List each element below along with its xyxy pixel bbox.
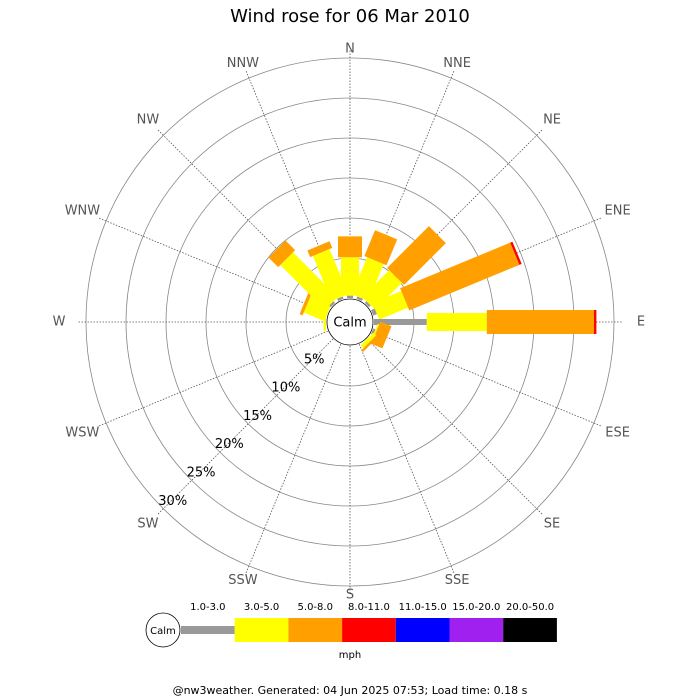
ring-label: 5% bbox=[304, 352, 325, 367]
direction-label: SE bbox=[544, 517, 560, 532]
spoke bbox=[366, 129, 543, 306]
wind-bar bbox=[486, 310, 594, 334]
legend-swatch bbox=[449, 618, 504, 642]
spoke bbox=[245, 344, 342, 574]
wind-bar bbox=[400, 242, 520, 311]
wind-bar bbox=[337, 296, 344, 301]
ring-label: 25% bbox=[187, 465, 216, 480]
calm-label: Calm bbox=[333, 316, 366, 331]
spoke bbox=[372, 330, 602, 427]
spoke bbox=[358, 70, 455, 300]
spoke bbox=[157, 338, 334, 515]
ring-label: 10% bbox=[271, 381, 300, 396]
direction-label: S bbox=[346, 588, 354, 603]
direction-label: W bbox=[53, 315, 66, 330]
calm-circle bbox=[326, 298, 374, 346]
wind-bar bbox=[268, 240, 296, 268]
footer: @nw3weather. Generated: 04 Jun 2025 07:5… bbox=[173, 684, 528, 697]
legend-label: 11.0-15.0 bbox=[399, 602, 447, 613]
legend-label: 15.0-20.0 bbox=[452, 602, 500, 613]
spoke bbox=[366, 338, 543, 515]
direction-label: ESE bbox=[605, 425, 630, 440]
wind-bar bbox=[362, 270, 402, 310]
ring-label: 30% bbox=[158, 494, 187, 509]
direction-label: SSW bbox=[228, 573, 258, 588]
wind-bar bbox=[371, 321, 392, 349]
direction-label: NNW bbox=[227, 56, 259, 71]
legend-label: 5.0-8.0 bbox=[298, 602, 333, 613]
direction-label: SW bbox=[137, 517, 158, 532]
wind-bar bbox=[371, 308, 378, 316]
wind-bar bbox=[364, 301, 371, 308]
wind-bar bbox=[347, 295, 353, 298]
wind-bar bbox=[361, 333, 380, 352]
legend-label: 3.0-5.0 bbox=[244, 602, 279, 613]
legend-swatch bbox=[395, 618, 450, 642]
direction-label: NNE bbox=[443, 56, 471, 71]
direction-label: ENE bbox=[605, 204, 631, 219]
legend-unit: mph bbox=[339, 650, 361, 661]
legend-calm bbox=[145, 612, 181, 648]
wind-bar bbox=[341, 257, 359, 296]
wind-bar bbox=[312, 249, 349, 302]
legend-swatch bbox=[503, 618, 557, 642]
spoke bbox=[157, 129, 334, 306]
direction-label: NW bbox=[137, 112, 160, 127]
wind-bar bbox=[372, 291, 409, 320]
wind-bar bbox=[375, 230, 398, 240]
spoke bbox=[358, 344, 455, 574]
direction-label: WNW bbox=[65, 204, 101, 219]
wind-bar bbox=[364, 230, 398, 266]
legend-swatch bbox=[181, 626, 235, 634]
wind-bar bbox=[360, 332, 377, 349]
legend-label: 20.0-50.0 bbox=[506, 602, 554, 613]
direction-label: NE bbox=[543, 112, 561, 127]
wind-bar bbox=[338, 236, 362, 258]
legend-swatch bbox=[288, 618, 343, 642]
legend-label: 8.0-11.0 bbox=[348, 602, 390, 613]
spoke bbox=[245, 70, 342, 300]
spoke bbox=[98, 217, 328, 314]
spoke bbox=[98, 330, 328, 427]
wind-bar bbox=[387, 226, 446, 285]
chart-title: Wind rose for 06 Mar 2010 bbox=[230, 6, 470, 27]
ring-label: 20% bbox=[215, 437, 244, 452]
legend-swatch bbox=[342, 618, 396, 642]
wind-bar bbox=[594, 310, 597, 334]
wind-bar bbox=[280, 252, 338, 310]
wind-bar bbox=[356, 296, 363, 301]
direction-label: N bbox=[345, 42, 355, 57]
direction-label: SSE bbox=[445, 573, 470, 588]
wind-bar bbox=[351, 257, 384, 302]
wind-bar bbox=[426, 313, 487, 331]
direction-label: WSW bbox=[65, 425, 99, 440]
legend-calm-label: Calm bbox=[150, 626, 176, 637]
wind-bar bbox=[299, 291, 312, 316]
wind-bar bbox=[307, 241, 333, 258]
legend-label: 1.0-3.0 bbox=[190, 602, 225, 613]
ring-label: 15% bbox=[243, 409, 272, 424]
wind-bar bbox=[510, 241, 522, 265]
wind-bar bbox=[374, 319, 427, 325]
legend-swatch bbox=[234, 618, 289, 642]
direction-label: E bbox=[637, 315, 645, 330]
wind-bar bbox=[329, 301, 336, 308]
wind-bar bbox=[371, 328, 376, 335]
